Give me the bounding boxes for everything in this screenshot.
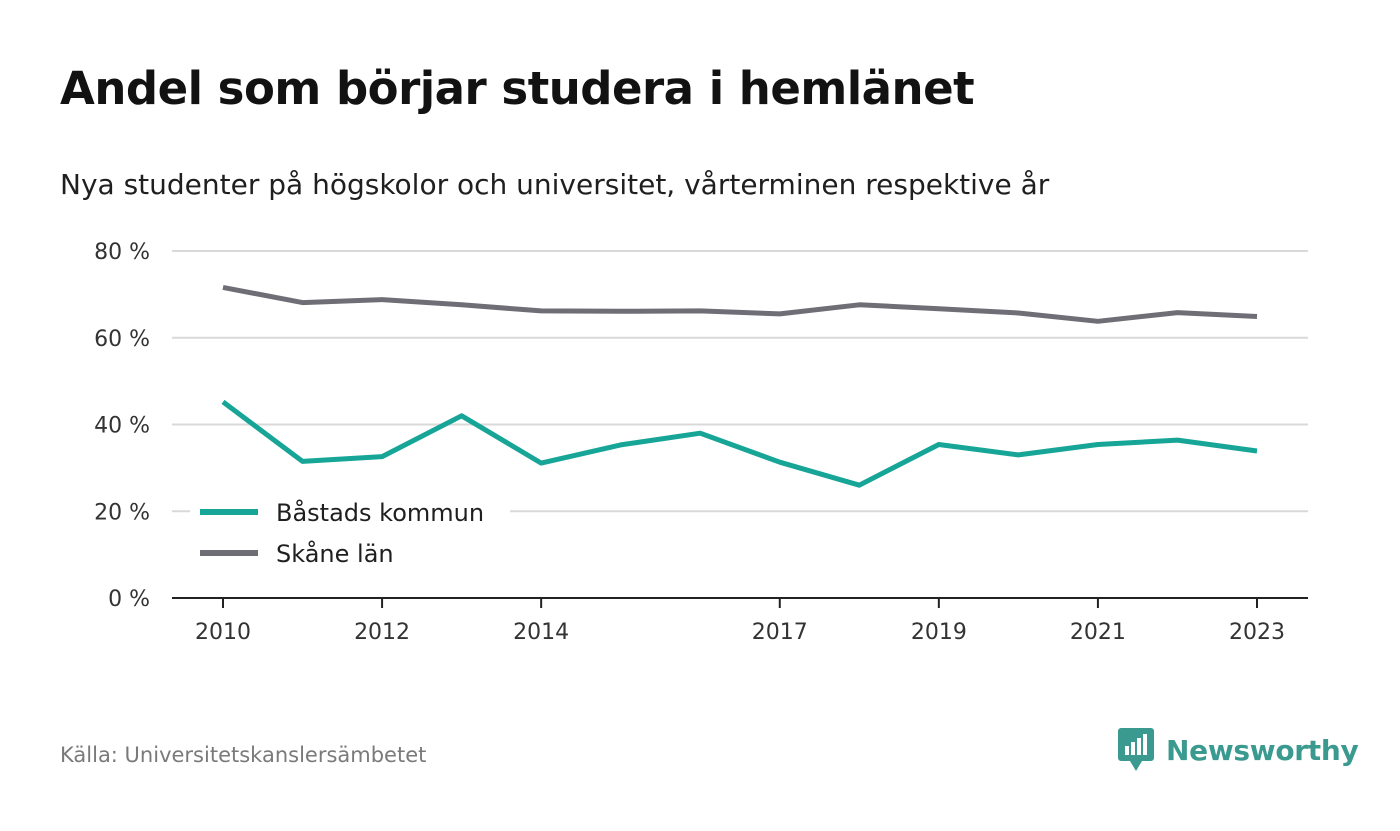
- newsworthy-bar-chart-icon: [1118, 728, 1154, 771]
- legend-background: [190, 490, 510, 578]
- series-line: [221, 399, 1258, 488]
- x-tick-label: 2014: [513, 620, 569, 645]
- y-tick-label: 40 %: [94, 414, 150, 439]
- x-tick-label: 2010: [195, 620, 251, 645]
- y-tick-label: 0 %: [108, 587, 150, 612]
- brand-logo: Newsworthy: [1118, 728, 1359, 772]
- x-tick-label: 2023: [1229, 620, 1285, 645]
- source-note: Källa: Universitetskanslersämbetet: [60, 743, 427, 767]
- legend-label: Båstads kommun: [276, 498, 484, 527]
- chart-subtitle: Nya studenter på högskolor och universit…: [60, 168, 1050, 201]
- x-tick-label: 2021: [1070, 620, 1126, 645]
- x-tick-label: 2012: [354, 620, 410, 645]
- y-tick-label: 80 %: [94, 240, 150, 265]
- y-tick-label: 60 %: [94, 327, 150, 352]
- series-line: [222, 284, 1258, 324]
- chart-title: Andel som börjar studera i hemlänet: [60, 62, 975, 115]
- y-tick-label: 20 %: [94, 500, 150, 525]
- line-chart: 0 % 20 % 40 % 60 % 80 % 2010 2012 2014 2017 2019 2…: [94, 240, 1308, 645]
- x-tick-label: 2019: [911, 620, 967, 645]
- x-tick-label: 2017: [752, 620, 808, 645]
- brand-name: Newsworthy: [1166, 733, 1359, 767]
- legend-label: Skåne län: [276, 539, 394, 568]
